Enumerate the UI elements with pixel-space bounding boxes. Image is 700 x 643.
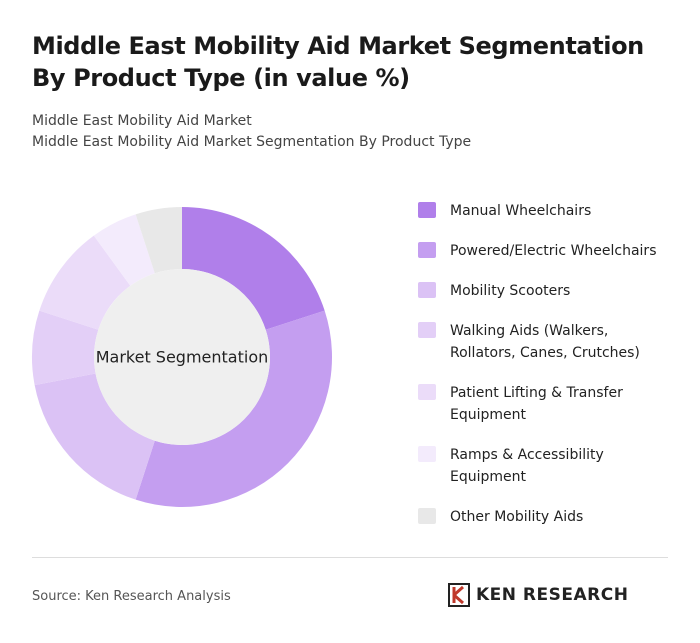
legend-swatch [418,508,436,524]
logo-icon [448,583,470,607]
legend-label: Patient Lifting & Transfer Equipment [450,385,623,423]
legend-label: Walking Aids (Walkers, Rollators, Canes,… [450,323,640,361]
legend-item: Manual Wheelchairs [418,200,678,222]
logo-text: KEN RESEARCH [476,585,629,605]
legend-label: Other Mobility Aids [450,509,584,525]
legend-label: Powered/Electric Wheelchairs [450,243,657,259]
legend-item: Patient Lifting & Transfer Equipment [418,382,678,426]
legend-swatch [418,202,436,218]
chart-title: Middle East Mobility Aid Market Segmenta… [32,32,644,92]
donut-slice [93,214,155,286]
donut-slice [182,207,325,330]
source: Source: Ken Research Analysis [32,589,231,604]
legend: Manual Wheelchairs Powered/Electric Wheel… [418,200,678,546]
donut-slice [34,373,155,500]
donut-center [94,269,270,445]
legend-item: Ramps & Accessibility Equipment [418,444,678,488]
legend-swatch [418,322,436,338]
legend-item: Powered/Electric Wheelchairs [418,240,678,262]
legend-label: Mobility Scooters [450,283,571,299]
donut-slice [135,207,182,274]
donut-slice [39,235,131,330]
legend-item: Other Mobility Aids [418,506,678,528]
legend-item: Walking Aids (Walkers, Rollators, Canes,… [418,320,678,364]
legend-swatch [418,384,436,400]
logo: KEN RESEARCH [448,582,628,608]
donut-slice [31,310,99,386]
subtitle: Middle East Mobility Aid Market Segmenta… [32,134,472,150]
legend-label: Ramps & Accessibility Equipment [450,447,604,485]
donut-chart: Market Segmentation [31,207,333,507]
divider [32,557,668,558]
legend-label: Manual Wheelchairs [450,203,592,219]
center-label: Market Segmentation [96,348,269,367]
legend-swatch [418,242,436,258]
donut-slice [135,310,333,507]
legend-item: Mobility Scooters [418,280,678,302]
subtitle: Middle East Mobility Aid Market [32,113,252,129]
legend-swatch [418,282,436,298]
legend-swatch [418,446,436,462]
